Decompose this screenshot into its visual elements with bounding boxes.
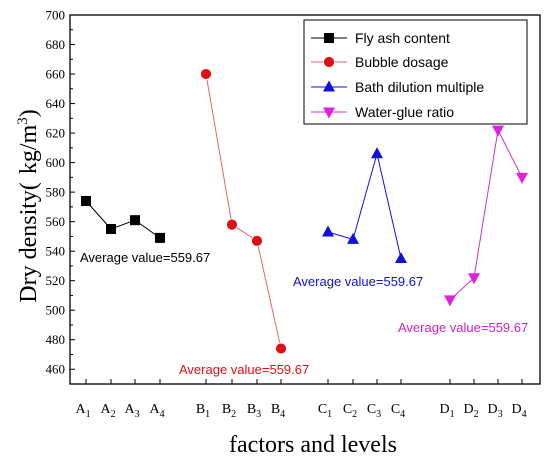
data-point [322, 225, 334, 237]
legend-label: Water-glue ratio [355, 104, 454, 120]
y-tick-label: 620 [46, 126, 66, 141]
y-tick-label: 660 [46, 67, 66, 82]
data-point [106, 224, 116, 235]
y-axis-title-main: Dry density( [16, 182, 42, 303]
series-layer [81, 68, 528, 355]
average-value-label: Average value=559.67 [80, 250, 210, 265]
data-point [200, 68, 212, 80]
legend-label: Fly ash content [355, 30, 450, 46]
legend-label: Bath dilution multiple [355, 79, 484, 95]
data-point [275, 342, 287, 355]
x-tick-label: C4 [391, 402, 405, 420]
data-point [130, 215, 140, 226]
x-tick-label: A4 [149, 402, 164, 420]
y-tick-label: 520 [46, 273, 66, 288]
data-point [395, 252, 407, 264]
data-point [81, 195, 91, 206]
data-point [371, 147, 383, 159]
y-axis-ticks: 460 480 500 520 540 560 580 600 620 640 660 680 700 [46, 8, 75, 385]
y-axis-title-exponent: 3 [15, 117, 31, 125]
axes [69, 14, 541, 385]
y-tick-label: 460 [46, 362, 66, 377]
data-point [251, 234, 263, 247]
legend: Fly ash content Bubble dosage Bath dilutio… [303, 19, 528, 125]
average-labels: Average value=559.67 Average value=559.67… [80, 250, 528, 377]
data-point [226, 218, 238, 231]
series-3 [322, 147, 407, 264]
x-tick-label: A3 [124, 402, 139, 420]
x-tick-label: D4 [511, 402, 526, 420]
y-axis-title: Dry density( kg/m3) [15, 109, 42, 303]
series-2 [200, 68, 287, 355]
x-axis-title: factors and levels [229, 432, 397, 458]
x-tick-label: B2 [222, 402, 236, 420]
average-value-label: Average value=559.67 [179, 362, 309, 377]
x-tick-label: D3 [487, 402, 502, 420]
data-point [492, 125, 504, 137]
data-point [468, 273, 480, 285]
average-value-label: Average value=559.67 [398, 320, 528, 335]
x-tick-label: A1 [75, 402, 90, 420]
series-1 [81, 195, 165, 243]
y-axis-title-close: ) [16, 109, 42, 117]
legend-label: Bubble dosage [355, 54, 449, 70]
x-tick-label: C1 [318, 402, 332, 420]
x-tick-label: B1 [196, 402, 210, 420]
y-tick-label: 500 [46, 303, 66, 318]
data-point [444, 295, 456, 307]
series-line [205, 73, 282, 349]
y-tick-label: 560 [46, 214, 66, 229]
x-tick-label: D1 [439, 402, 454, 420]
series-4 [444, 125, 528, 307]
y-tick-label: 700 [46, 8, 66, 23]
legend-marker [324, 33, 334, 43]
data-point [155, 232, 165, 243]
series-line [327, 153, 402, 259]
average-value-label: Average value=559.67 [293, 274, 423, 289]
y-tick-label: 540 [46, 244, 66, 259]
legend-marker [323, 107, 335, 119]
x-axis-ticks: A1 A2 A3 A4 B1 B2 B3 B4 C1 C2 C3 C4 D1 D2 D3 D4 [75, 379, 527, 420]
y-axis-title-unit: kg/m [16, 124, 42, 174]
series-line [85, 200, 161, 239]
x-tick-label: D2 [463, 402, 478, 420]
plot-frame [69, 14, 541, 385]
y-tick-label: 480 [46, 332, 66, 347]
legend-box [303, 19, 528, 125]
y-tick-label: 580 [46, 185, 66, 200]
data-point [516, 172, 528, 184]
x-tick-label: B4 [271, 402, 285, 420]
legend-marker [323, 56, 335, 68]
x-tick-label: A2 [100, 402, 115, 420]
x-tick-label: C3 [367, 402, 381, 420]
y-tick-label: 680 [46, 37, 66, 52]
data-point [347, 232, 359, 244]
series-line [449, 128, 523, 301]
x-tick-label: B3 [247, 402, 261, 420]
legend-marker [323, 80, 335, 92]
y-tick-label: 600 [46, 155, 66, 170]
x-tick-label: C2 [343, 402, 357, 420]
y-tick-label: 640 [46, 96, 66, 111]
